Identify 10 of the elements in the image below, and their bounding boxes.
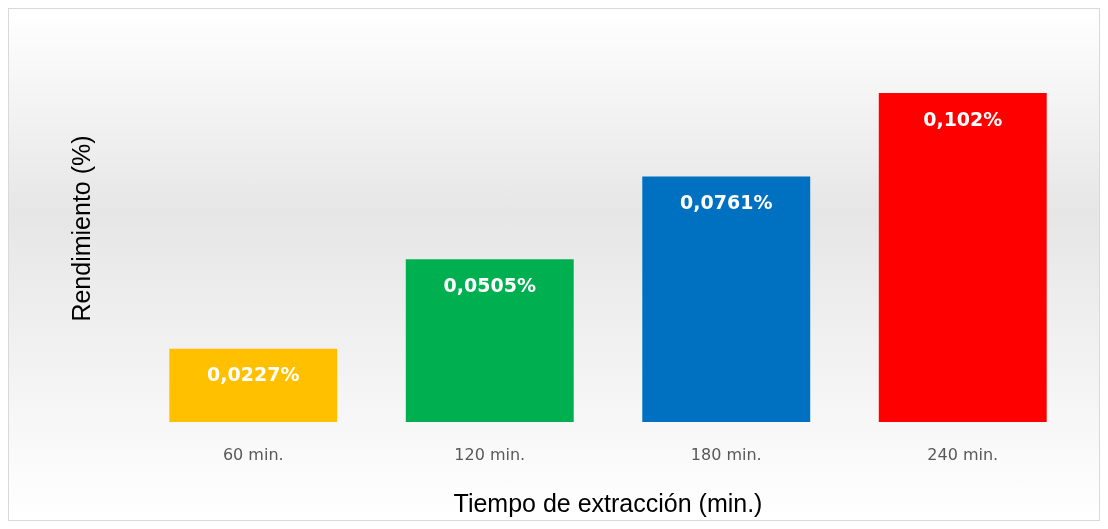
data-label: 0,0227% (207, 363, 300, 386)
data-label: 0,102% (923, 107, 1003, 130)
y-axis-title: Rendimiento (%) (66, 135, 95, 322)
x-tick-label: 120 min. (454, 444, 526, 464)
data-label: 0,0505% (443, 273, 536, 296)
x-tick-label: 180 min. (690, 444, 762, 464)
x-tick-label: 240 min. (927, 444, 999, 464)
x-axis-title: Tiempo de extracción (min.) (453, 488, 763, 517)
x-tick-label: 60 min. (222, 444, 284, 464)
data-label: 0,0761% (680, 191, 773, 214)
